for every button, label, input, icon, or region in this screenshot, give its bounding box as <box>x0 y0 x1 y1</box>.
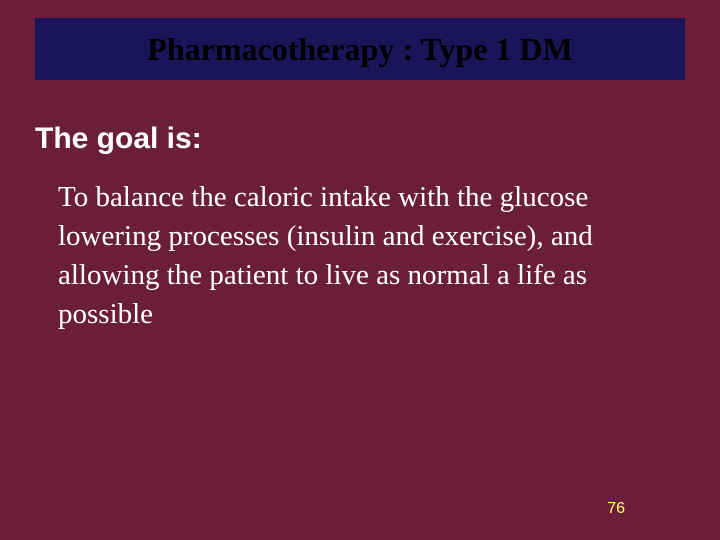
slide-title: Pharmacotherapy : Type 1 DM <box>147 31 572 68</box>
slide-body: To balance the caloric intake with the g… <box>58 178 675 335</box>
slide-subtitle: The goal is: <box>35 122 202 156</box>
title-bar: Pharmacotherapy : Type 1 DM <box>35 18 685 80</box>
page-number: 76 <box>607 500 625 518</box>
slide-container: Pharmacotherapy : Type 1 DM The goal is:… <box>0 0 720 540</box>
